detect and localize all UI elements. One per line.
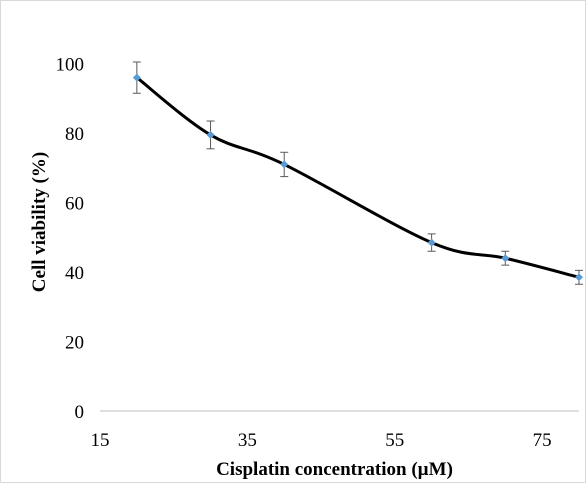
y-tick-label: 80 <box>65 124 84 145</box>
data-point <box>280 160 289 169</box>
y-tick-label: 40 <box>65 263 84 284</box>
y-tick-label: 100 <box>56 55 85 76</box>
data-point <box>575 273 583 282</box>
y-axis-title: Cell viability (%) <box>29 152 50 292</box>
x-tick-label: 35 <box>238 430 257 451</box>
data-markers <box>132 73 583 282</box>
data-point <box>501 254 510 263</box>
series-line <box>135 76 580 279</box>
x-tick-label: 75 <box>533 430 552 451</box>
y-axis-ticks: 0 20 40 60 80 100 <box>56 55 85 423</box>
y-tick-label: 20 <box>65 333 84 354</box>
y-tick-label: 60 <box>65 194 84 215</box>
x-axis-title: Cisplatin concentration (µM) <box>216 459 453 480</box>
x-tick-label: 15 <box>91 430 110 451</box>
y-tick-label: 0 <box>75 402 85 423</box>
error-bars <box>132 61 583 285</box>
x-tick-label: 55 <box>385 430 404 451</box>
data-point <box>132 73 141 82</box>
x-axis-ticks: 15 35 55 75 <box>91 430 552 451</box>
data-point <box>427 238 436 247</box>
data-point <box>206 130 215 139</box>
